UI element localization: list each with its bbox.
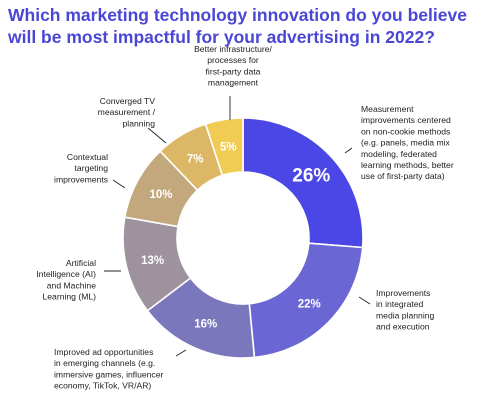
category-label-7: Better infrastructure/processes for first… [194, 44, 272, 88]
value-label-2: 22% [298, 298, 321, 310]
donut-slice-7 [204, 117, 244, 177]
value-label-6: 7% [187, 153, 204, 165]
chart-title: Which marketing technology innovation do… [8, 5, 467, 47]
value-labels: 26% 22% 16% 13% 10% 7% 5% [141, 141, 330, 330]
leader-line-3 [175, 349, 187, 357]
category-label-6: Converged TV measurement / planning [98, 96, 156, 128]
value-label-1: 26% [292, 166, 330, 187]
value-label-4: 13% [141, 255, 164, 267]
category-labels: Measurement improvements centered on non-c… [36, 44, 454, 391]
category-label-3: Improved ad opportunities in emerging cha… [54, 347, 164, 391]
value-label-7: 5% [220, 141, 237, 153]
category-label-5: Contextual targeting improvements [54, 152, 108, 184]
donut-slice-2 [248, 242, 364, 359]
value-label-5: 10% [150, 189, 173, 201]
category-label-2: Improvements in integrated media planning a… [376, 288, 435, 332]
leader-line-5 [112, 179, 126, 189]
leader-line-1 [344, 147, 353, 154]
donut-slice-1 [242, 117, 364, 249]
donut-slices [122, 117, 364, 359]
leader-lines [104, 96, 371, 357]
leader-line-6 [147, 127, 167, 144]
value-label-3: 16% [194, 318, 217, 330]
category-label-1: Measurement improvements centered on non-c… [361, 104, 454, 181]
leader-line-2 [358, 296, 371, 305]
category-label-4: Artificial Intelligence (AI) and Machine Le… [36, 258, 96, 302]
